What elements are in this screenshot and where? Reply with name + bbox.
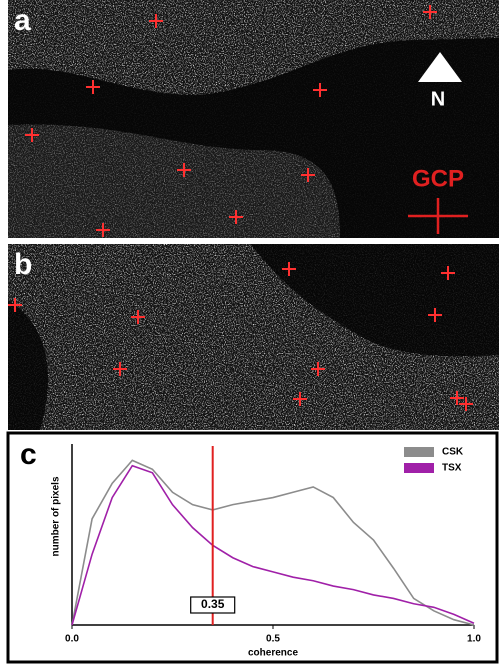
legend-label: TSX (442, 463, 462, 474)
legend-label: CSK (442, 447, 464, 458)
threshold-label: 0.35 (201, 597, 225, 611)
x-tick-label: 0.5 (266, 634, 280, 645)
x-axis-label: coherence (248, 648, 298, 659)
panel-b: b (8, 244, 499, 430)
legend-swatch (404, 463, 434, 473)
figure: a N GCP b c 0.0 0.5 1.0 coherence number of … (0, 0, 499, 664)
panel-label: a (14, 4, 31, 37)
y-axis-label: number of pixels (51, 476, 62, 556)
x-tick-label: 1.0 (467, 634, 481, 645)
panel-a: a N GCP (8, 0, 499, 238)
panel-label: b (14, 248, 32, 281)
legend-swatch (404, 447, 434, 457)
gcp-legend: GCP (412, 165, 464, 192)
x-tick-label: 0.0 (65, 634, 79, 645)
north-label: N (431, 88, 445, 110)
panel-label: c (20, 438, 37, 471)
